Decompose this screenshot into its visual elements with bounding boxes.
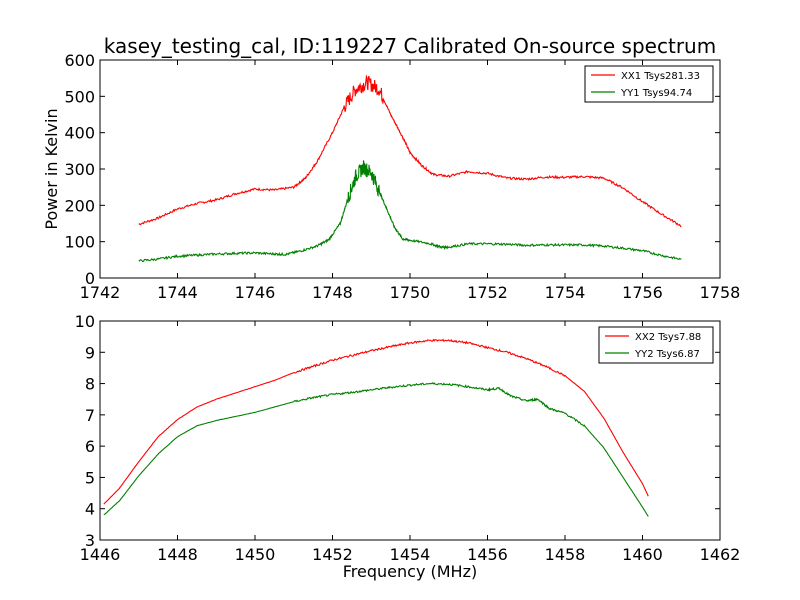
x-tick-label: 1460 xyxy=(622,545,663,564)
x-axis-label: Frequency (MHz) xyxy=(343,562,477,581)
x-tick-label: 1752 xyxy=(467,283,508,302)
y-tick-label: 400 xyxy=(64,124,95,143)
x-tick-label: 1458 xyxy=(545,545,586,564)
legend-entry: YY2 Tsys6.87 xyxy=(634,349,700,360)
series-line-xx1 xyxy=(138,74,682,228)
x-tick-label: 1452 xyxy=(312,545,353,564)
legend-box xyxy=(598,326,714,364)
y-tick-label: 6 xyxy=(85,437,95,456)
x-tick-label: 1742 xyxy=(80,283,121,302)
x-tick-label: 1446 xyxy=(80,545,121,564)
legend: XX1 Tsys281.33 YY1 Tsys94.74 xyxy=(584,65,714,103)
bottom-plot: 1446 1448 1450 1452 1454 1456 1458 1460 1462 3 4 5 6… xyxy=(75,312,741,564)
legend-box xyxy=(584,65,714,103)
y-tick-label: 4 xyxy=(85,500,95,519)
y-tick-label: 9 xyxy=(85,343,95,362)
y-tick-label: 3 xyxy=(85,531,95,550)
chart-title: kasey_testing_cal, ID:119227 Calibrated … xyxy=(104,34,716,58)
series-line-yy1 xyxy=(138,160,682,263)
y-tick-label: 10 xyxy=(75,312,95,331)
x-tick-label: 1758 xyxy=(700,283,741,302)
x-tick-label: 1746 xyxy=(235,283,276,302)
legend-entry: XX2 Tsys7.88 xyxy=(635,332,701,343)
y-tick-label: 8 xyxy=(85,375,95,394)
x-tick-label: 1756 xyxy=(622,283,663,302)
y-tick-label: 300 xyxy=(64,160,95,179)
x-tick-label: 1748 xyxy=(312,283,353,302)
x-tick-label: 1450 xyxy=(235,545,276,564)
series-line-yy2 xyxy=(103,382,649,517)
legend: XX2 Tsys7.88 YY2 Tsys6.87 xyxy=(598,326,714,364)
x-tick-label: 1744 xyxy=(157,283,198,302)
x-tick-label: 1754 xyxy=(545,283,586,302)
y-tick-label: 0 xyxy=(85,269,95,288)
x-tick-label: 1750 xyxy=(390,283,431,302)
legend-entry: XX1 Tsys281.33 xyxy=(621,71,700,82)
y-tick-label: 200 xyxy=(64,196,95,215)
x-tick-label: 1456 xyxy=(467,545,508,564)
y-tick-label: 600 xyxy=(64,51,95,70)
y-axis-label: Power in Kelvin xyxy=(42,108,61,229)
top-plot: 1742 1744 1746 1748 1750 1752 1754 1756 1758 0 100… xyxy=(64,51,740,302)
x-tick-label: 1454 xyxy=(390,545,431,564)
y-tick-label: 5 xyxy=(85,468,95,487)
y-tick-label: 7 xyxy=(85,406,95,425)
y-tick-label: 500 xyxy=(64,87,95,106)
y-tick-label: 100 xyxy=(64,233,95,252)
x-tick-label: 1462 xyxy=(700,545,741,564)
x-tick-label: 1448 xyxy=(157,545,198,564)
series-line-xx2 xyxy=(103,338,649,505)
legend-entry: YY1 Tsys94.74 xyxy=(620,88,692,99)
